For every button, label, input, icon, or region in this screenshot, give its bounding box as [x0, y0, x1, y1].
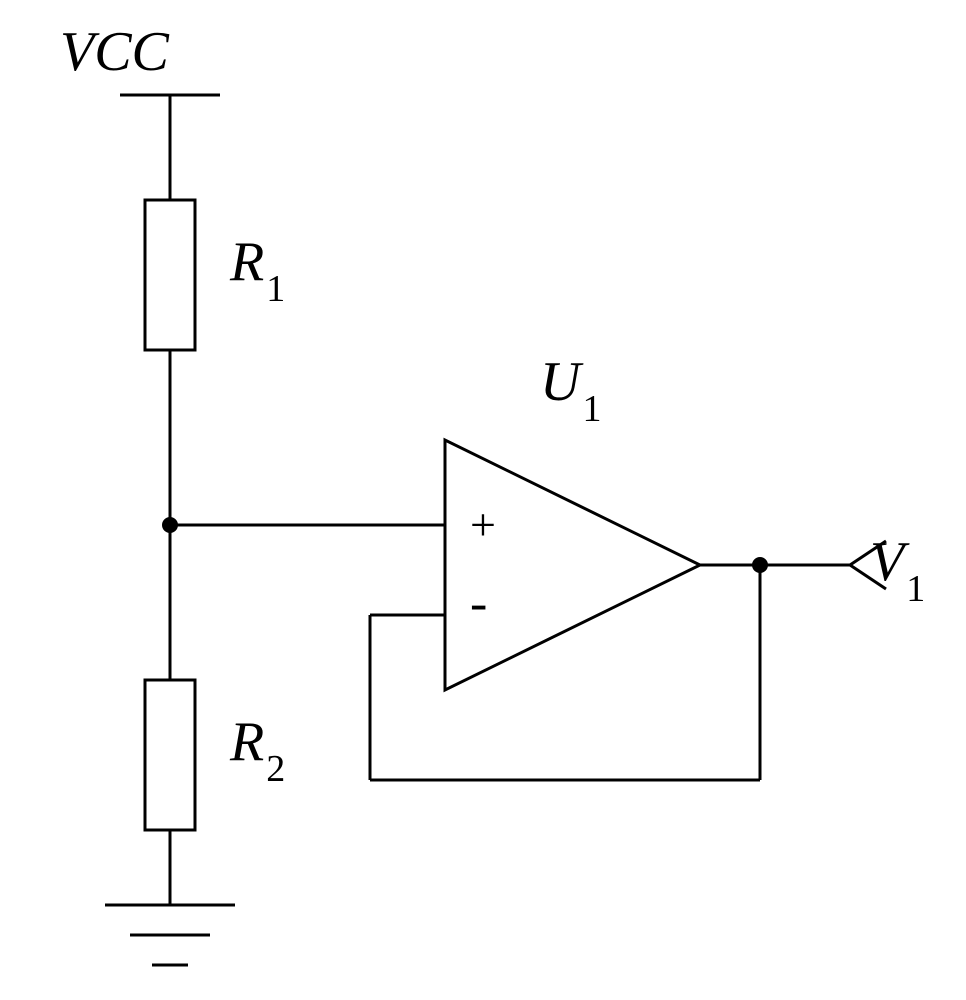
opamp-minus-sign: -	[470, 575, 487, 632]
label-r2: R2	[229, 711, 285, 790]
opamp-u1	[445, 440, 700, 690]
label-u1: U1	[540, 351, 601, 430]
resistor-r2	[145, 680, 195, 830]
resistor-r1	[145, 200, 195, 350]
label-r1: R1	[229, 231, 285, 310]
opamp-plus-sign: +	[470, 499, 496, 550]
label-v1: V1	[870, 531, 925, 610]
label-vcc: VCC	[60, 21, 170, 83]
